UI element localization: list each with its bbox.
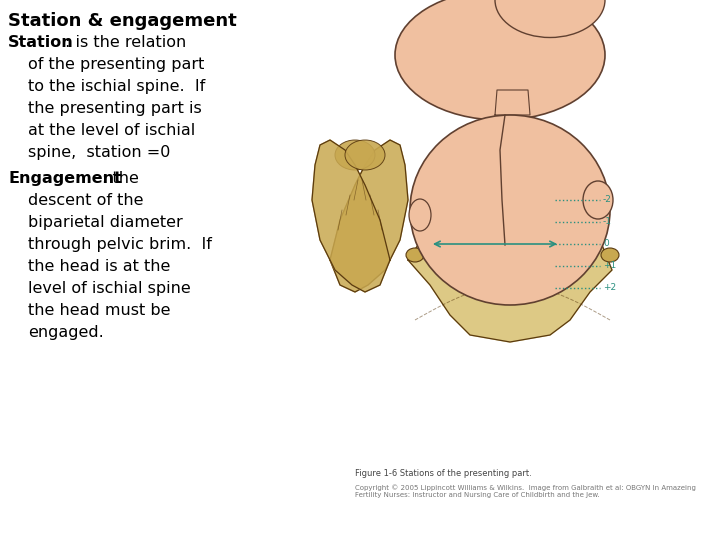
Text: spine,  station =0: spine, station =0 <box>28 145 171 160</box>
Ellipse shape <box>406 248 424 262</box>
Polygon shape <box>330 140 408 292</box>
Text: Engagement: Engagement <box>8 171 122 186</box>
Text: Copyright © 2005 Lippincott Williams & Wilkins.  Image from Galbraith et al: OBG: Copyright © 2005 Lippincott Williams & W… <box>355 484 696 498</box>
Polygon shape <box>495 90 530 115</box>
Text: -1: -1 <box>603 218 612 226</box>
Text: Figure 1-6 Stations of the presenting part.: Figure 1-6 Stations of the presenting pa… <box>355 469 532 478</box>
Ellipse shape <box>409 199 431 231</box>
Ellipse shape <box>335 140 375 170</box>
Polygon shape <box>312 140 390 292</box>
Text: : the: : the <box>102 171 139 186</box>
Text: : is the relation: : is the relation <box>65 35 186 50</box>
Text: Station & engagement: Station & engagement <box>8 12 237 30</box>
Text: at the level of ischial: at the level of ischial <box>28 123 195 138</box>
Ellipse shape <box>410 115 610 305</box>
Ellipse shape <box>395 0 605 120</box>
Text: the presenting part is: the presenting part is <box>28 101 202 116</box>
Ellipse shape <box>345 140 385 170</box>
Text: 0: 0 <box>603 240 608 248</box>
Polygon shape <box>408 230 612 342</box>
Text: engaged.: engaged. <box>28 325 104 340</box>
Text: through pelvic brim.  If: through pelvic brim. If <box>28 237 212 252</box>
Text: of the presenting part: of the presenting part <box>28 57 204 72</box>
Text: the head is at the: the head is at the <box>28 259 171 274</box>
Text: Station: Station <box>8 35 73 50</box>
Ellipse shape <box>495 0 605 37</box>
Text: descent of the: descent of the <box>28 193 143 208</box>
Text: +2: +2 <box>603 284 616 293</box>
Text: biparietal diameter: biparietal diameter <box>28 215 183 230</box>
Ellipse shape <box>601 248 619 262</box>
Text: +1: +1 <box>603 261 616 271</box>
Text: level of ischial spine: level of ischial spine <box>28 281 191 296</box>
Text: -2: -2 <box>603 195 612 205</box>
Text: the head must be: the head must be <box>28 303 171 318</box>
Text: to the ischial spine.  If: to the ischial spine. If <box>28 79 205 94</box>
Ellipse shape <box>583 181 613 219</box>
